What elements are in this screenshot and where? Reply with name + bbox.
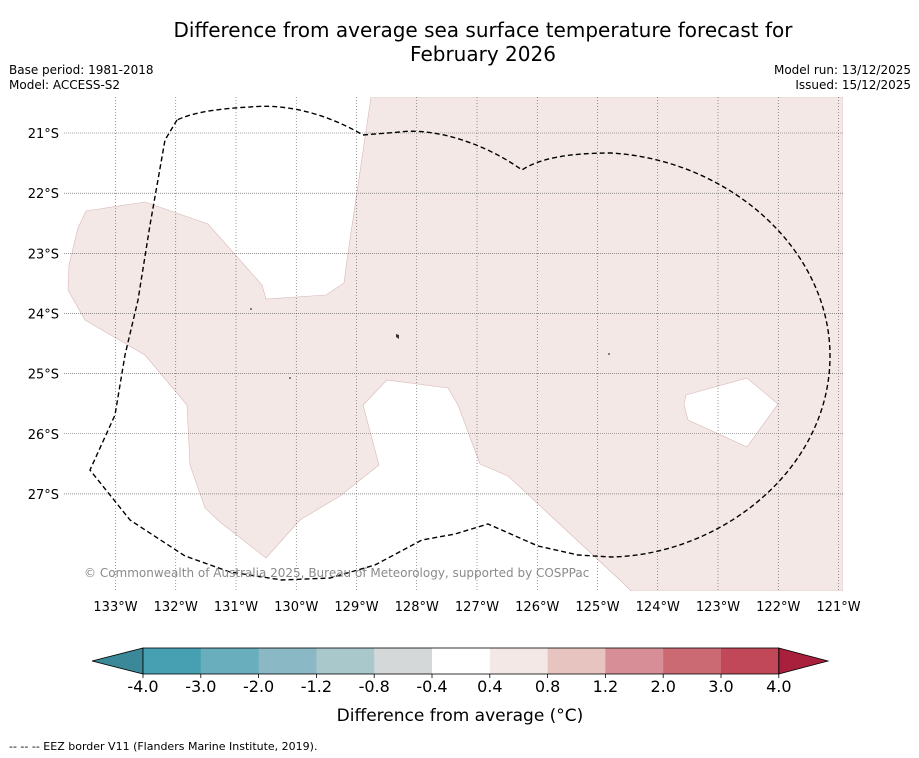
longitude-label: 131°W xyxy=(214,600,258,615)
colorbar-outline xyxy=(142,647,780,675)
eez-border xyxy=(89,105,831,581)
colorbar-under-arrow xyxy=(91,647,144,675)
island-mark xyxy=(608,353,610,355)
latitude-label: 21°S xyxy=(28,127,59,142)
issued-date: Issued: 15/12/2025 xyxy=(795,78,911,92)
colorbar-tick-label: -4.0 xyxy=(127,677,158,696)
colorbar-tick-label: 0.4 xyxy=(477,677,502,696)
colorbar-tick-label: 3.0 xyxy=(708,677,733,696)
colorbar xyxy=(91,647,830,675)
longitude-label: 132°W xyxy=(154,600,198,615)
latitude-label: 25°S xyxy=(28,368,59,383)
colorbar-tick-label: 0.8 xyxy=(535,677,560,696)
latitude-labels: 21°S 22°S 23°S 24°S 25°S 26°S 27°S xyxy=(28,127,59,503)
map-title: Difference from average sea surface temp… xyxy=(0,18,919,66)
longitude-label: 125°W xyxy=(575,600,619,615)
longitude-label: 127°W xyxy=(455,600,499,615)
latitude-label: 22°S xyxy=(28,187,59,202)
colorbar-swatch xyxy=(432,648,491,674)
latitude-label: 24°S xyxy=(28,307,59,322)
colorbar-tick-label: 1.2 xyxy=(593,677,618,696)
island-mark xyxy=(289,377,291,379)
colorbar-tick-label: 2.0 xyxy=(650,677,675,696)
gridlines xyxy=(64,97,843,591)
latitude-label: 23°S xyxy=(28,247,59,262)
colorbar-over-arrow xyxy=(778,647,830,675)
longitude-label: 124°W xyxy=(636,600,680,615)
colorbar-label: Difference from average (°C) xyxy=(337,706,584,726)
model-name: Model: ACCESS-S2 xyxy=(9,78,121,92)
colorbar-swatch xyxy=(143,648,202,674)
longitude-label: 126°W xyxy=(515,600,559,615)
title-line-2: February 2026 xyxy=(410,42,556,66)
longitude-label: 121°W xyxy=(816,600,860,615)
colorbar-tick-label: -2.0 xyxy=(243,677,274,696)
base-period: Base period: 1981-2018 xyxy=(9,63,154,77)
copyright-notice: © Commonwealth of Australia 2025, Bureau… xyxy=(84,566,589,580)
colorbar-swatch xyxy=(721,648,780,674)
longitude-label: 133°W xyxy=(93,600,137,615)
longitude-labels: 133°W 132°W 131°W 130°W 129°W 128°W 127°W 126°W… xyxy=(93,600,860,615)
longitude-label: 130°W xyxy=(274,600,318,615)
eez-footnote: -- -- -- EEZ border V11 (Flanders Marine… xyxy=(9,740,318,753)
meta-left: Base period: 1981-2018 Model: ACCESS-S2 xyxy=(9,63,154,93)
latitude-label: 26°S xyxy=(28,428,59,443)
colorbar-swatch xyxy=(258,648,317,674)
colorbar-tick-label: -1.2 xyxy=(301,677,332,696)
colorbar-swatch xyxy=(489,648,549,674)
colorbar-swatch xyxy=(374,648,433,674)
colorbar-swatch xyxy=(316,648,375,674)
island-mark xyxy=(250,308,252,310)
title-line-1: Difference from average sea surface temp… xyxy=(173,18,793,42)
map-area xyxy=(64,97,843,591)
anomaly-region-0.4-0.8 xyxy=(67,97,843,591)
island-mark xyxy=(396,334,399,339)
colorbar-ticks: -4.0 -3.0 -2.0 -1.2 -0.8 -0.4 0.4 0.8 1.2 2.0 3.0 4… xyxy=(127,674,792,696)
longitude-label: 122°W xyxy=(756,600,800,615)
colorbar-swatch xyxy=(200,648,260,674)
model-run: Model run: 13/12/2025 xyxy=(773,63,911,77)
colorbar-swatch xyxy=(547,648,606,674)
colorbar-tick-label: -0.8 xyxy=(359,677,390,696)
longitude-label: 123°W xyxy=(696,600,740,615)
longitude-label: 129°W xyxy=(334,600,378,615)
colorbar-swatch xyxy=(663,648,722,674)
colorbar-tick-label: -0.4 xyxy=(416,677,447,696)
colorbar-tick-label: -3.0 xyxy=(185,677,216,696)
colorbar-tick-label: 4.0 xyxy=(766,677,791,696)
meta-right: Model run: 13/12/2025 Issued: 15/12/2025 xyxy=(774,63,911,93)
colorbar-swatch xyxy=(605,648,664,674)
longitude-label: 128°W xyxy=(395,600,439,615)
latitude-label: 27°S xyxy=(28,488,59,503)
